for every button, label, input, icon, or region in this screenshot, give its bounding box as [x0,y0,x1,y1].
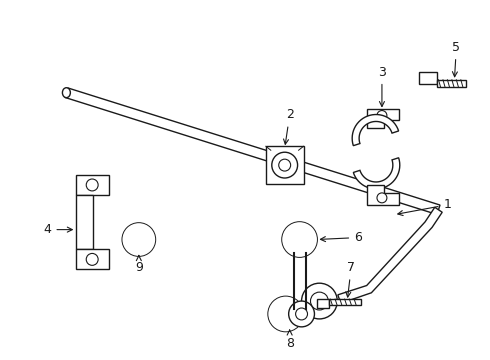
Circle shape [86,179,98,191]
Bar [418,72,437,84]
Circle shape [133,234,145,246]
Circle shape [295,308,308,320]
Bar [266,146,303,184]
Circle shape [272,300,299,328]
Text: 1: 1 [398,198,451,216]
Text: 6: 6 [320,231,362,244]
Polygon shape [367,109,399,129]
Circle shape [268,296,303,332]
Circle shape [272,152,297,178]
Text: 2: 2 [284,108,294,144]
Polygon shape [338,207,442,303]
Ellipse shape [62,88,71,98]
Text: 5: 5 [452,41,461,77]
Polygon shape [76,195,93,249]
Polygon shape [367,185,399,205]
Circle shape [311,292,328,310]
Circle shape [301,283,337,319]
Circle shape [377,111,387,121]
Circle shape [280,308,292,320]
Bar [329,299,361,305]
Bar [437,80,466,87]
Text: 8: 8 [286,330,294,350]
Circle shape [126,227,152,252]
Bar [318,299,329,308]
Circle shape [282,222,318,257]
Text: 9: 9 [135,255,143,274]
Polygon shape [76,249,109,269]
Polygon shape [76,175,109,195]
Text: 4: 4 [44,223,73,236]
Circle shape [122,223,156,256]
Text: 7: 7 [346,261,355,297]
Circle shape [279,159,291,171]
Circle shape [377,193,387,203]
Circle shape [86,253,98,265]
Circle shape [294,234,306,246]
Text: 3: 3 [378,66,386,107]
Polygon shape [353,158,400,189]
Polygon shape [65,88,440,215]
Circle shape [286,226,314,253]
Polygon shape [352,114,399,146]
Circle shape [289,301,315,327]
